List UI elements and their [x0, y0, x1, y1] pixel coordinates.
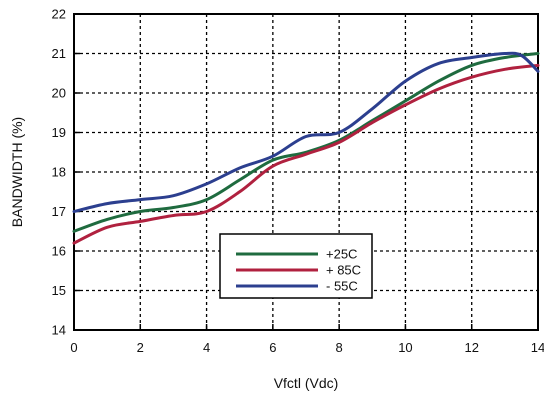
legend-label: +25C [326, 247, 357, 262]
y-tick-label: 21 [52, 46, 66, 61]
y-tick-label: 15 [52, 283, 66, 298]
series-lines [72, 51, 540, 245]
x-tick-label: 8 [336, 340, 343, 355]
y-axis-label: BANDWIDTH (%) [9, 117, 25, 227]
x-tick-label: 0 [70, 340, 77, 355]
x-tick-label: 14 [531, 340, 544, 355]
y-tick-label: 20 [52, 86, 66, 101]
x-tick-label: 12 [464, 340, 478, 355]
x-tick-label: 6 [269, 340, 276, 355]
x-axis-ticks: 0 2 4 6 8 10 12 14 [70, 324, 544, 355]
series-line-2 [72, 51, 540, 213]
grid-lines [74, 14, 538, 330]
legend: +25C+ 85C- 55C [219, 233, 373, 299]
x-axis-label: Vfctl (Vdc) [274, 375, 339, 391]
y-axis-ticks: 14 15 16 17 18 19 20 21 22 [52, 7, 80, 338]
legend-label: - 55C [326, 279, 358, 294]
y-tick-label: 17 [52, 204, 66, 219]
legend-label: + 85C [326, 263, 361, 278]
x-tick-label: 2 [137, 340, 144, 355]
x-tick-label: 4 [203, 340, 210, 355]
y-tick-label: 18 [52, 165, 66, 180]
series-line-0 [72, 52, 540, 233]
x-tick-label: 10 [398, 340, 412, 355]
y-tick-label: 19 [52, 125, 66, 140]
series-line-1 [72, 63, 540, 245]
y-tick-label: 16 [52, 244, 66, 259]
y-tick-label: 14 [52, 323, 66, 338]
y-tick-label: 22 [52, 7, 66, 22]
